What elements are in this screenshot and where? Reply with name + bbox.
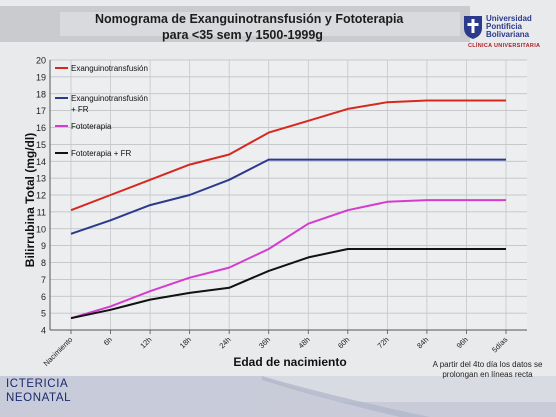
y-tick-label: 11 (37, 207, 46, 217)
series-line-3 (70, 199, 506, 320)
series-group (70, 99, 506, 320)
x-tick-label: 18h (178, 335, 193, 350)
y-tick-label: 16 (36, 123, 46, 133)
y-tick-label: 18 (36, 89, 46, 99)
series-line-4 (70, 248, 506, 320)
footer-label: ICTERICIA NEONATAL (6, 377, 71, 405)
chart-title-line2: para <35 sem y 1500-1999g (162, 28, 323, 42)
chart-note: A partir del 4to día los datos se prolon… (432, 360, 543, 379)
x-tick-label: 96h (455, 335, 470, 350)
y-tick-label: 12 (36, 191, 46, 201)
footer-band (0, 376, 556, 417)
legend-label-2: Exanguinotransfusión + FR (71, 94, 148, 114)
x-tick-label: 60h (336, 335, 351, 350)
legend-label-1: Exanguinotransfusión (71, 64, 148, 73)
x-tick-label: 72h (376, 335, 391, 350)
x-axis-label: Edad de nacimiento (233, 355, 346, 369)
y-tick-label: 20 (36, 56, 46, 66)
y-tick-label: 10 (36, 224, 46, 234)
y-axis-label: Bilirrubina Total (mg/dl) (23, 133, 37, 267)
legend-label-3: Fototerapia (71, 122, 112, 131)
x-tick-label: 36h (257, 335, 272, 350)
y-tick-label: 8 (41, 258, 46, 268)
x-tick-label: 12h (138, 335, 153, 350)
logo-line1: Universidad (486, 14, 532, 23)
logo-line2: Pontificia (486, 22, 523, 31)
y-tick-label: 5 (41, 309, 46, 319)
footer-line1: ICTERICIA (6, 378, 69, 390)
header-band-inner (60, 12, 460, 36)
logo-line4: CLÍNICA UNIVERSITARIA (468, 43, 541, 49)
y-tick-label: 9 (41, 241, 46, 251)
y-tick-label: 15 (36, 140, 46, 150)
x-tick-label: 6h (102, 335, 114, 347)
y-tick-label: 14 (36, 157, 46, 167)
crest-icon (464, 16, 482, 39)
chart-title: Nomograma de Exanguinotransfusión y Foto… (95, 11, 404, 43)
logo-line3: Bolivariana (486, 30, 530, 39)
series-line-2 (70, 158, 506, 235)
x-tick-label: 84h (415, 335, 430, 350)
x-tick-label: 5días (490, 335, 510, 355)
legend: Exanguinotransfusión Exanguinotransfusión… (55, 64, 148, 158)
y-tick-label: 7 (41, 275, 46, 285)
x-tick-label: Nacimiento (42, 335, 75, 368)
x-tick-label: 24h (217, 335, 232, 350)
y-tick-label: 6 (41, 292, 46, 302)
x-tick-label: 48h (296, 335, 311, 350)
y-tick-label: 19 (36, 72, 46, 82)
y-tick-label: 4 (41, 326, 46, 336)
chart-title-line1: Nomograma de Exanguinotransfusión y Foto… (95, 12, 404, 26)
y-tick-label: 17 (36, 106, 46, 116)
university-logo: Universidad Pontificia Bolivariana CLÍNI… (462, 12, 548, 50)
footer-line2: NEONATAL (6, 392, 72, 404)
y-tick-label: 13 (36, 174, 46, 184)
series-line-1 (70, 99, 506, 212)
legend-label-4: Fototerapia + FR (71, 149, 131, 158)
